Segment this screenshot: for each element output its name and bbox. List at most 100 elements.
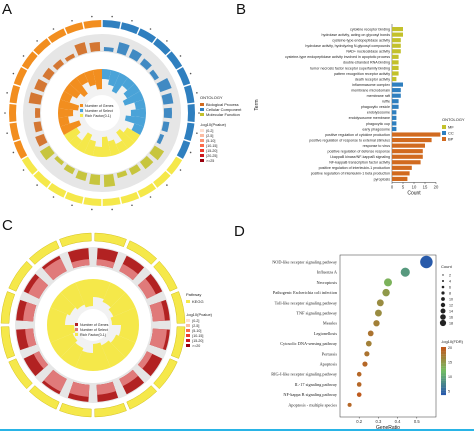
legend-item: Molecular Function [206,112,240,117]
category-label: Necroptosis [316,280,337,285]
rich-factor-bar [134,99,146,110]
gene-bar [34,107,41,119]
bar [392,149,423,154]
size-legend-label: 6 [449,286,451,290]
bubble [374,309,382,317]
tick-dot [111,15,113,18]
rich-factor-bar [58,116,70,127]
bar [392,32,403,37]
legend-swatch [75,333,78,336]
outer-segment [8,260,33,292]
outer-segment [21,51,38,70]
panel-label-a: A [2,1,12,18]
category-label: Influenza A [317,270,338,275]
bubble [365,340,372,347]
legend-title: -log10(Pvalue) [200,122,227,127]
category-label: cysteine-type endopeptidase activity [332,39,390,43]
bar [392,160,421,165]
kegg-circle-plot [0,232,186,418]
category-label: IL-17 signaling pathway [295,382,338,387]
rich-factor-bar [75,350,93,371]
size-legend-label: 14 [449,310,453,314]
x-axis-label: GeneRatio [376,425,400,431]
outer-segment [13,140,28,159]
x-tick-label: 0.4 [395,419,401,424]
gene-bar [75,170,88,182]
go-bar-chart: cytokine receptor binding hydrolase activ… [254,24,465,196]
legend-swatch-cc [200,108,204,111]
color-legend-step [441,366,446,369]
color-legend-step [441,378,446,381]
bar [392,88,401,93]
select-bar [149,301,165,322]
rich-factor-bar [102,69,112,80]
bar [392,143,425,148]
outer-segment [153,38,171,55]
pvalue-swatch [200,149,204,152]
gene-bar [116,170,128,179]
outer-segment [13,67,28,86]
x-tick-label: 15 [423,184,428,189]
size-legend-label: 18 [449,322,453,326]
tick-dot [6,92,8,94]
pvalue-swatch [200,139,204,142]
outer-segment [47,182,67,198]
gene-bar [103,47,114,52]
pvalue-label: (20-25] [206,154,217,158]
color-legend-title: -log10(FDR) [441,339,464,344]
x-axis-label: Count [407,190,421,196]
legend-swatch [80,114,83,117]
gene-bar [139,58,152,71]
pvalue-label: (5-10] [192,329,201,333]
color-legend-step [441,371,446,374]
panel-label-b: B [236,1,246,18]
gene-bar [39,145,55,161]
legend-label: BP [448,137,454,142]
size-legend-dot [441,285,445,289]
pvalue-swatch [186,334,190,337]
category-label: pyroptosis [374,177,391,181]
bubble [384,278,392,287]
rich-factor-bar [50,333,78,358]
color-legend-step [441,383,446,386]
category-label: NF-kappaB transcription factor activity [329,161,390,165]
bar [392,99,399,104]
outer-segment [176,140,191,159]
outer-segment [102,20,121,29]
select-bar [137,351,153,369]
center-disc [84,95,120,131]
category-label: NAD+ nucleosidase activity [346,50,390,54]
color-legend-step [441,356,446,360]
pvalue-label: (10-15] [206,144,217,148]
outer-segment [9,84,20,104]
category-label: Cytosolic DNA-sensing pathway [280,341,338,346]
legend-swatch-bp [200,103,204,106]
size-legend-dot [439,319,447,327]
category-label: death receptor activity [355,77,390,81]
category-label: phagocytic vesicle [361,105,390,109]
circle-c-inner-legend: Number of Genes Number of Select Rich Fa… [75,323,109,337]
select-bar [137,278,156,299]
size-legend-label: 2 [449,274,451,278]
rich-factor-bar [63,127,81,143]
gene-bar [63,164,76,175]
category-label: membrane raft [367,94,390,98]
legend-swatch [80,109,83,112]
size-legend-dot [440,308,446,314]
tick-dot [166,40,168,42]
legend-title: -log10(Pvalue) [186,312,213,317]
size-legend-dot [442,274,444,276]
bar [392,171,410,176]
rich-factor-bar [123,83,141,99]
size-legend-title: Count [441,264,453,269]
bar [392,38,401,43]
category-label: positive regulation of interleukin-1 bet… [311,172,390,176]
rich-factor-bar [123,127,141,143]
size-legend-dot [440,314,446,320]
outer-segment [33,38,51,55]
bubble [420,255,433,269]
category-label: Toll-like receptor signaling pathway [275,300,338,305]
category-label: cytokine receptor binding [350,27,390,31]
select-bar [43,258,67,281]
outer-segment [166,156,183,175]
